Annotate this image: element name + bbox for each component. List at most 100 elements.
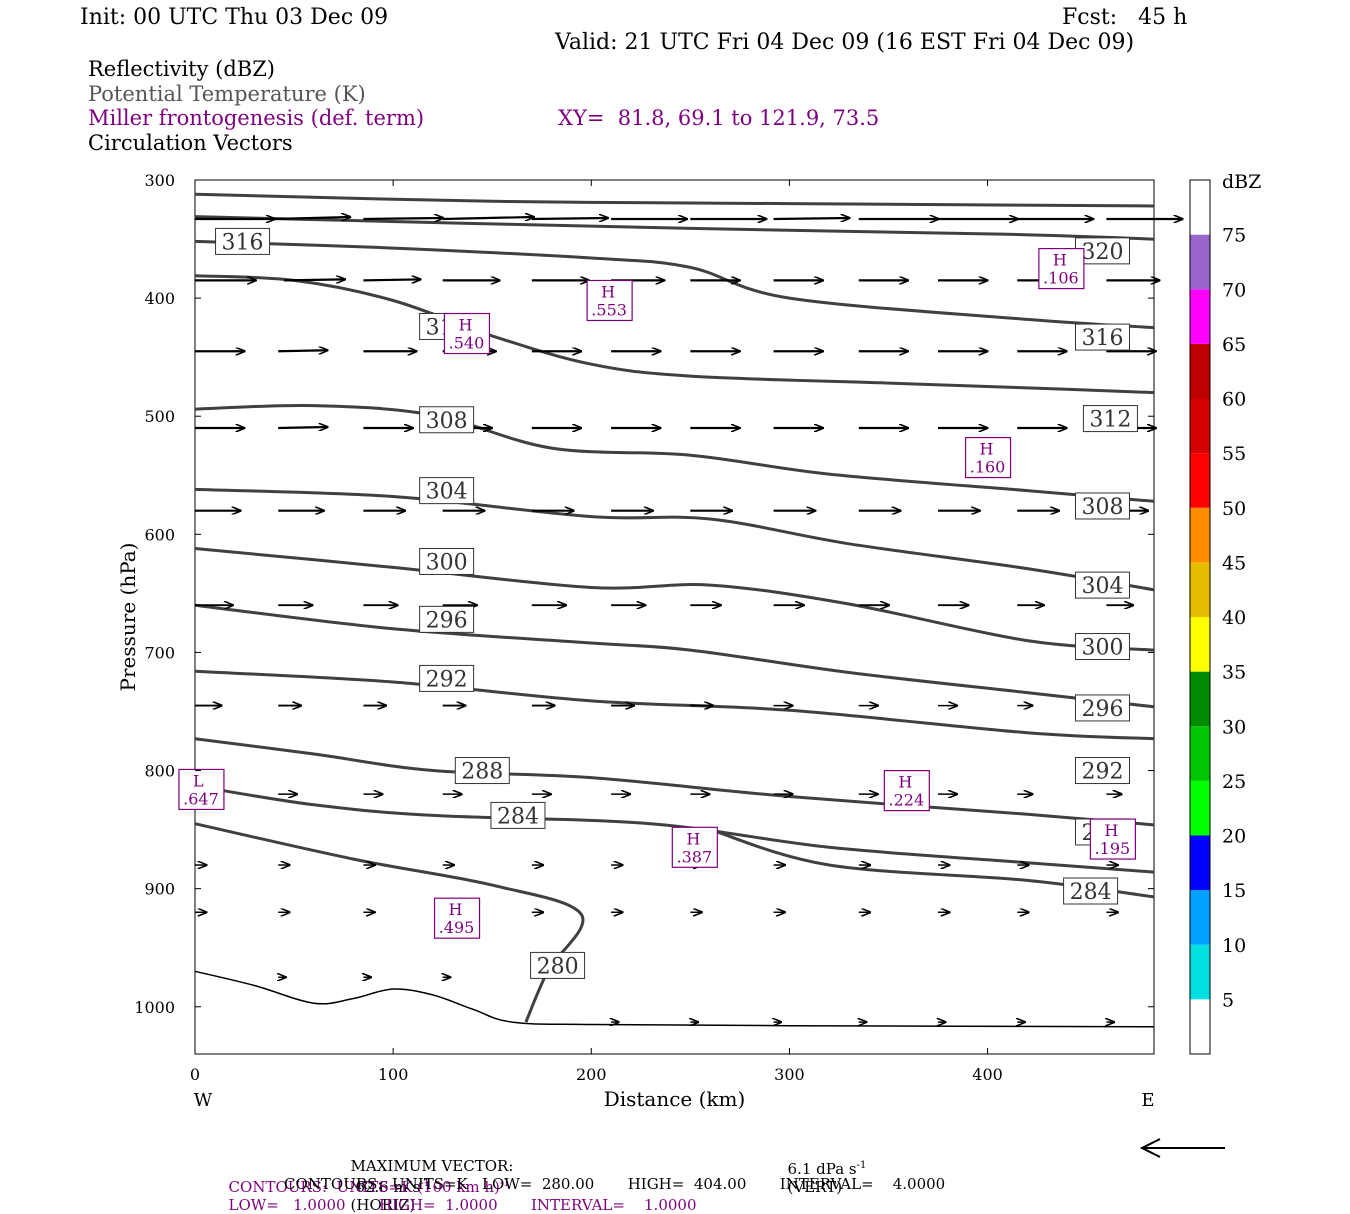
- east-label: E: [1141, 1090, 1154, 1111]
- miller-box: [883, 770, 930, 812]
- miller-maxima: H.553H.540H.106H.160H.224H.387H.195H.495…: [178, 247, 1136, 939]
- legend-reflectivity: Reflectivity (dBZ): [88, 57, 276, 81]
- contour-label-box: [1082, 405, 1138, 433]
- colorbar-segment: [1190, 562, 1210, 617]
- colorbar-label: 25: [1222, 771, 1246, 793]
- colorbar-segment: [1190, 398, 1210, 454]
- x-axis-title: Distance (km): [604, 1087, 746, 1111]
- legend-xy: XY= 81.8, 69.1 to 121.9, 73.5: [558, 106, 880, 130]
- colorbar-label: 75: [1222, 225, 1246, 247]
- colorbar-label: 40: [1222, 607, 1246, 629]
- miller-extremum-letter: H: [686, 829, 700, 848]
- y-axis-title: Pressure (hPa): [116, 543, 140, 692]
- colorbar-label: 35: [1222, 662, 1246, 684]
- miller-extremum-value: .387: [677, 847, 713, 866]
- max-vector-horiz: 62.6 m s: [355, 1178, 421, 1196]
- miller-extremum-value: .647: [183, 789, 219, 808]
- colorbar-segment: [1190, 234, 1210, 290]
- contour-label-box: [1074, 492, 1130, 520]
- reference-vector-head: [1139, 1138, 1161, 1158]
- circulation-vector: [278, 427, 327, 428]
- circulation-vector: [278, 350, 327, 351]
- miller-extremum-value: .160: [970, 458, 1006, 477]
- y-tick-label: 500: [144, 407, 175, 426]
- contour-label: 320: [1081, 240, 1123, 265]
- colorbar-segment: [1190, 617, 1210, 672]
- x-tick-label: 400: [972, 1065, 1003, 1084]
- contour-label-box: [419, 547, 475, 575]
- contour-label: 292: [1081, 760, 1123, 785]
- contour-label: 304: [1081, 574, 1123, 599]
- colorbar: 5 10 15 20 25 30 35 40 45 50 55 60 65 70 75 dBZ: [1189, 171, 1261, 1055]
- theta-contour-line: [194, 274, 1155, 395]
- miller-box: [433, 897, 481, 939]
- surface-line: [194, 970, 1155, 1028]
- theta-contour-line: [194, 669, 1155, 741]
- theta-contours: [194, 192, 1155, 1023]
- y-tick-label: 700: [144, 643, 175, 662]
- colorbar-label: 10: [1222, 935, 1246, 957]
- y-tick-label: 600: [144, 525, 175, 544]
- circulation-vectors: [195, 217, 1182, 1022]
- colorbar-frame: [1189, 179, 1211, 1055]
- theta-contour-line: [194, 822, 585, 1023]
- miller-extremum-letter: H: [458, 316, 472, 335]
- contour-label: 300: [1081, 636, 1123, 661]
- colorbar-segment: [1190, 289, 1210, 344]
- theta-contour-line: [194, 487, 1155, 592]
- miller-extremum-value: .553: [591, 300, 627, 319]
- contours-miller-exp: -1: [499, 1178, 510, 1189]
- contour-label: 296: [1081, 697, 1123, 722]
- miller-extremum-value: .540: [449, 334, 485, 353]
- y-tick-label: 800: [144, 762, 175, 781]
- contour-label: 284: [1070, 880, 1112, 905]
- colorbar-label: 65: [1222, 334, 1246, 356]
- contour-label: 316: [1081, 326, 1123, 351]
- contours-miller-b: LOW= 1.0000 HIGH= 1.0000 INTERVAL= 1.000…: [228, 1196, 697, 1214]
- legend-miller: Miller frontogenesis (def. term): [88, 106, 425, 130]
- miller-box: [178, 768, 225, 811]
- colorbar-label: 5: [1222, 989, 1234, 1011]
- contour-label: 308: [426, 409, 468, 434]
- surface-line-path: [194, 970, 1155, 1028]
- y-tick-label: 300: [144, 171, 175, 190]
- contour-label-box: [1074, 757, 1130, 785]
- circulation-vector: [442, 217, 534, 219]
- reference-vector: [1139, 1138, 1225, 1158]
- miller-extremum-letter: H: [449, 900, 463, 919]
- footer-contours-theta: CONTOURS: UNITS=K LOW= 280.00 HIGH= 404.…: [284, 1175, 946, 1193]
- legend-theta: Potential Temperature (K): [88, 82, 366, 106]
- theta-contour-line: [194, 192, 1155, 208]
- x-tick-label: 0: [190, 1065, 200, 1084]
- init-time: Init: 00 UTC Thu 03 Dec 09: [80, 5, 389, 30]
- circulation-vector: [773, 218, 850, 219]
- contour-label-box: [419, 406, 475, 434]
- miller-extremum-letter: H: [980, 440, 994, 459]
- y-tick-label: 1000: [134, 998, 175, 1017]
- miller-extremum-value: .195: [1095, 839, 1131, 858]
- forecast-hour: Fcst: 45 h: [1062, 5, 1188, 30]
- miller-extremum-letter: H: [601, 282, 615, 301]
- colorbar-segment: [1190, 944, 1210, 1000]
- colorbar-segment: [1190, 835, 1210, 891]
- contour-label-box: [1063, 877, 1119, 905]
- contour-label-box: [1074, 694, 1130, 722]
- theta-contour-line: [194, 737, 1155, 827]
- colorbar-label: 45: [1222, 552, 1246, 574]
- miller-extremum-letter: H: [898, 773, 912, 792]
- contour-label: 316: [222, 230, 264, 255]
- west-label: W: [194, 1090, 213, 1111]
- contour-label-box: [215, 227, 271, 255]
- theta-contour-line: [194, 547, 1155, 652]
- theta-contour-line: [194, 403, 1155, 503]
- contour-label-box: [419, 477, 475, 505]
- contour-label: 300: [426, 550, 468, 575]
- colorbar-segment: [1190, 671, 1210, 727]
- colorbar-segment: [1190, 999, 1210, 1054]
- contour-label: 292: [426, 667, 468, 692]
- miller-box: [1038, 247, 1085, 290]
- plot-frame: [194, 179, 1155, 1055]
- contour-label: 308: [1081, 495, 1123, 520]
- y-tick-label: 400: [144, 289, 175, 308]
- colorbar-segment: [1190, 180, 1210, 235]
